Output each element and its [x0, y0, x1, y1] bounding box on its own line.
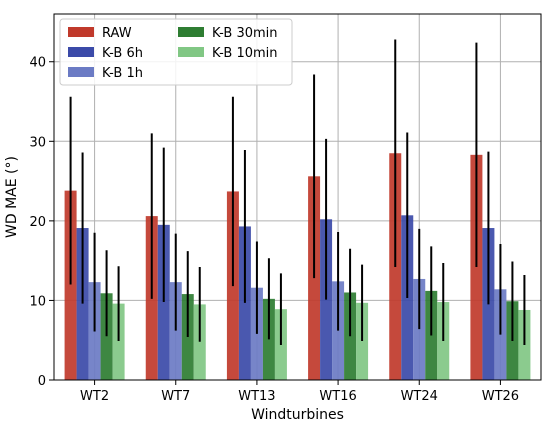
bar-wt16-series-4 [356, 302, 369, 380]
y-tick-label: 10 [29, 294, 46, 309]
bar-wt7-series-4 [193, 304, 206, 380]
bar-wt13-series-1 [238, 226, 251, 380]
legend-label: K-B 10min [212, 46, 278, 61]
bar-wt2-series-4 [112, 303, 125, 380]
y-axis-label: WD MAE (°) [4, 156, 20, 238]
error-bars-layer [69, 39, 526, 345]
legend-swatch [68, 47, 94, 57]
legend-label: K-B 1h [102, 66, 143, 81]
bar-wt2-series-1 [76, 228, 89, 380]
legend-label: K-B 6h [102, 46, 143, 61]
y-tick-label: 30 [29, 135, 46, 150]
bar-wt7-series-2 [169, 282, 182, 380]
y-tick-label: 40 [29, 56, 46, 71]
x-tick-label: WT2 [80, 389, 109, 404]
y-axis: 0 10 20 30 40 [29, 56, 54, 389]
legend: RAW K-B 6h K-B 1h K-B 30min K-B 10min [59, 18, 293, 86]
plot-frame [53, 13, 542, 381]
x-tick-label: WT13 [238, 389, 275, 404]
x-tick-label: WT24 [401, 389, 438, 404]
bar-wt7-series-1 [157, 224, 170, 380]
x-tick-label: WT7 [161, 389, 190, 404]
x-tick-label: WT26 [482, 389, 519, 404]
legend-swatch [178, 27, 204, 37]
y-tick-label: 20 [29, 215, 46, 230]
bar-wt24-series-2 [413, 278, 426, 380]
x-axis-label: Windturbines [251, 407, 344, 423]
bar-wt2-series-3 [100, 293, 113, 380]
legend-label: K-B 30min [212, 26, 278, 41]
legend-label: RAW [102, 26, 132, 41]
legend-swatch [178, 47, 204, 57]
bar-wt26-series-0 [470, 154, 483, 380]
x-axis: WT2 WT7 WT13 WT16 WT24 WT26 [80, 380, 519, 404]
y-tick-label: 0 [38, 374, 46, 389]
x-tick-label: WT16 [319, 389, 356, 404]
legend-swatch [68, 67, 94, 77]
legend-swatch [68, 27, 94, 37]
bar-wt24-series-4 [437, 302, 450, 380]
legend-box [59, 18, 293, 86]
bar-wt2-series-0 [64, 190, 77, 380]
bars-layer [64, 153, 531, 380]
